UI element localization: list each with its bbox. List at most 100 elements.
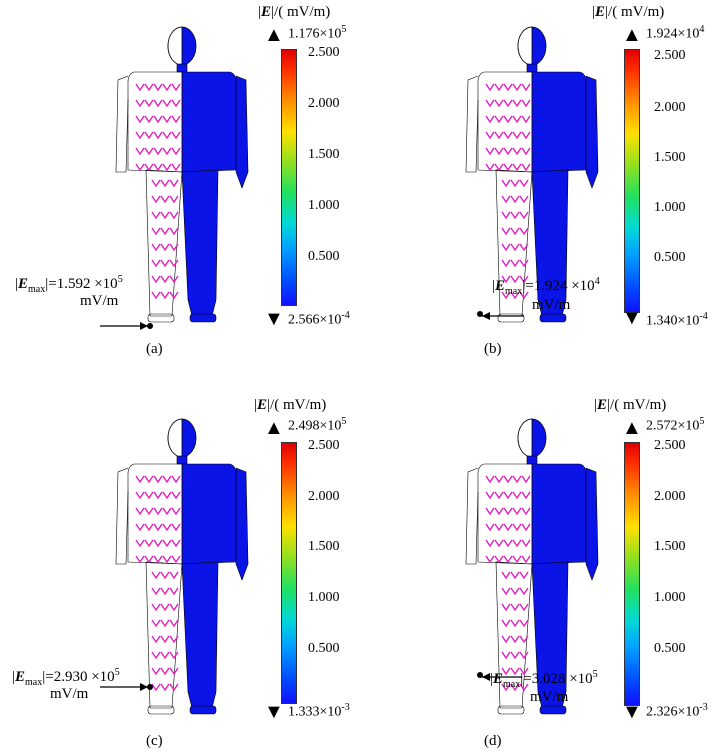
field-arrow (135, 83, 145, 92)
field-arrow (135, 507, 145, 516)
colorbar-min: 1.340×10-4 (646, 311, 708, 329)
field-arrow (135, 555, 145, 564)
field-arrow (519, 683, 529, 692)
tick-5: 0.500 (308, 641, 340, 656)
arm-left-wireframe (465, 75, 479, 173)
tick-2: 2.000 (654, 100, 686, 115)
max-triangle-icon: ▲ (264, 417, 284, 439)
field-arrow (501, 571, 511, 580)
field-arrow (519, 227, 529, 236)
field-arrow (151, 259, 161, 268)
tick-5: 0.500 (308, 249, 340, 264)
tick-3: 1.500 (654, 150, 686, 165)
field-arrow (151, 603, 161, 612)
field-arrow (501, 603, 511, 612)
field-arrow (171, 555, 181, 564)
neck (176, 455, 188, 465)
field-arrow (151, 179, 161, 188)
torso-right (181, 463, 237, 565)
field-arrow (521, 491, 531, 500)
field-arrow (169, 667, 179, 676)
field-arrow (501, 619, 511, 628)
head-left (167, 418, 183, 458)
arm-right (585, 467, 599, 581)
field-arrow (512, 131, 522, 140)
panel-c: |E|/( mV/m) ▲ 2.498×105 2.500 2.000 1.50… (0, 377, 362, 754)
colorbar-min: 2.326×10-3 (646, 702, 708, 720)
field-arrow (503, 523, 513, 532)
field-arrow (510, 227, 520, 236)
colorbar-title: |E|/( mV/m) (254, 397, 327, 413)
field-arrow (503, 507, 513, 516)
neck (526, 63, 538, 73)
field-arrow (135, 523, 145, 532)
panel-caption: (d) (484, 733, 502, 749)
field-arrow (171, 147, 181, 156)
panel-caption: (c) (146, 733, 163, 749)
field-arrow (160, 667, 170, 676)
field-arrow (485, 147, 495, 156)
field-arrow (160, 683, 170, 692)
neck (526, 455, 538, 465)
field-arrow (144, 539, 154, 548)
field-arrow (151, 275, 161, 284)
field-arrow (503, 475, 513, 484)
min-triangle-icon: ▼ (622, 307, 642, 329)
head-left (517, 26, 533, 66)
neck (176, 63, 188, 73)
field-arrow (135, 475, 145, 484)
field-arrow (521, 523, 531, 532)
field-arrow (153, 507, 163, 516)
field-arrow (162, 539, 172, 548)
field-arrow (501, 587, 511, 596)
field-arrow (510, 651, 520, 660)
field-arrow (169, 179, 179, 188)
field-arrow (169, 619, 179, 628)
min-triangle-icon: ▼ (622, 701, 642, 723)
field-arrow (519, 211, 529, 220)
field-arrow (160, 211, 170, 220)
field-arrow (160, 619, 170, 628)
torso-right (531, 71, 587, 173)
field-arrow (494, 539, 504, 548)
tick-1: 2.500 (654, 48, 686, 63)
field-arrow (510, 243, 520, 252)
field-arrow (162, 83, 172, 92)
colorbar (624, 49, 640, 313)
field-arrow (162, 491, 172, 500)
field-arrow (162, 555, 172, 564)
field-arrow (503, 83, 513, 92)
tick-5: 0.500 (654, 641, 686, 656)
field-arrow (494, 131, 504, 140)
field-arrow (144, 115, 154, 124)
field-arrow (521, 163, 531, 172)
pointer-arrowhead (482, 312, 490, 320)
emax-point (477, 672, 483, 678)
torso-left-wireframe (477, 71, 533, 173)
field-arrow (162, 131, 172, 140)
emax-label: |Emax|=1.924 ×104 (492, 276, 600, 297)
body-figure (465, 26, 599, 323)
field-arrow (494, 523, 504, 532)
field-arrow (162, 507, 172, 516)
field-arrow (521, 539, 531, 548)
field-arrow (494, 163, 504, 172)
field-arrow (512, 555, 522, 564)
head-left (167, 26, 183, 66)
colorbar (624, 442, 640, 706)
colorbar (281, 49, 297, 306)
field-arrow (521, 507, 531, 516)
field-arrow (144, 131, 154, 140)
field-arrow (519, 619, 529, 628)
field-arrow (519, 291, 529, 300)
field-arrow (485, 83, 495, 92)
field-arrow (521, 555, 531, 564)
field-arrow (510, 275, 520, 284)
field-arrow (153, 491, 163, 500)
field-arrow (151, 619, 161, 628)
max-triangle-icon: ▲ (622, 417, 642, 439)
pointer-arrowhead (140, 683, 148, 691)
tick-4: 1.000 (654, 200, 686, 215)
field-arrow (503, 491, 513, 500)
field-arrow (162, 523, 172, 532)
